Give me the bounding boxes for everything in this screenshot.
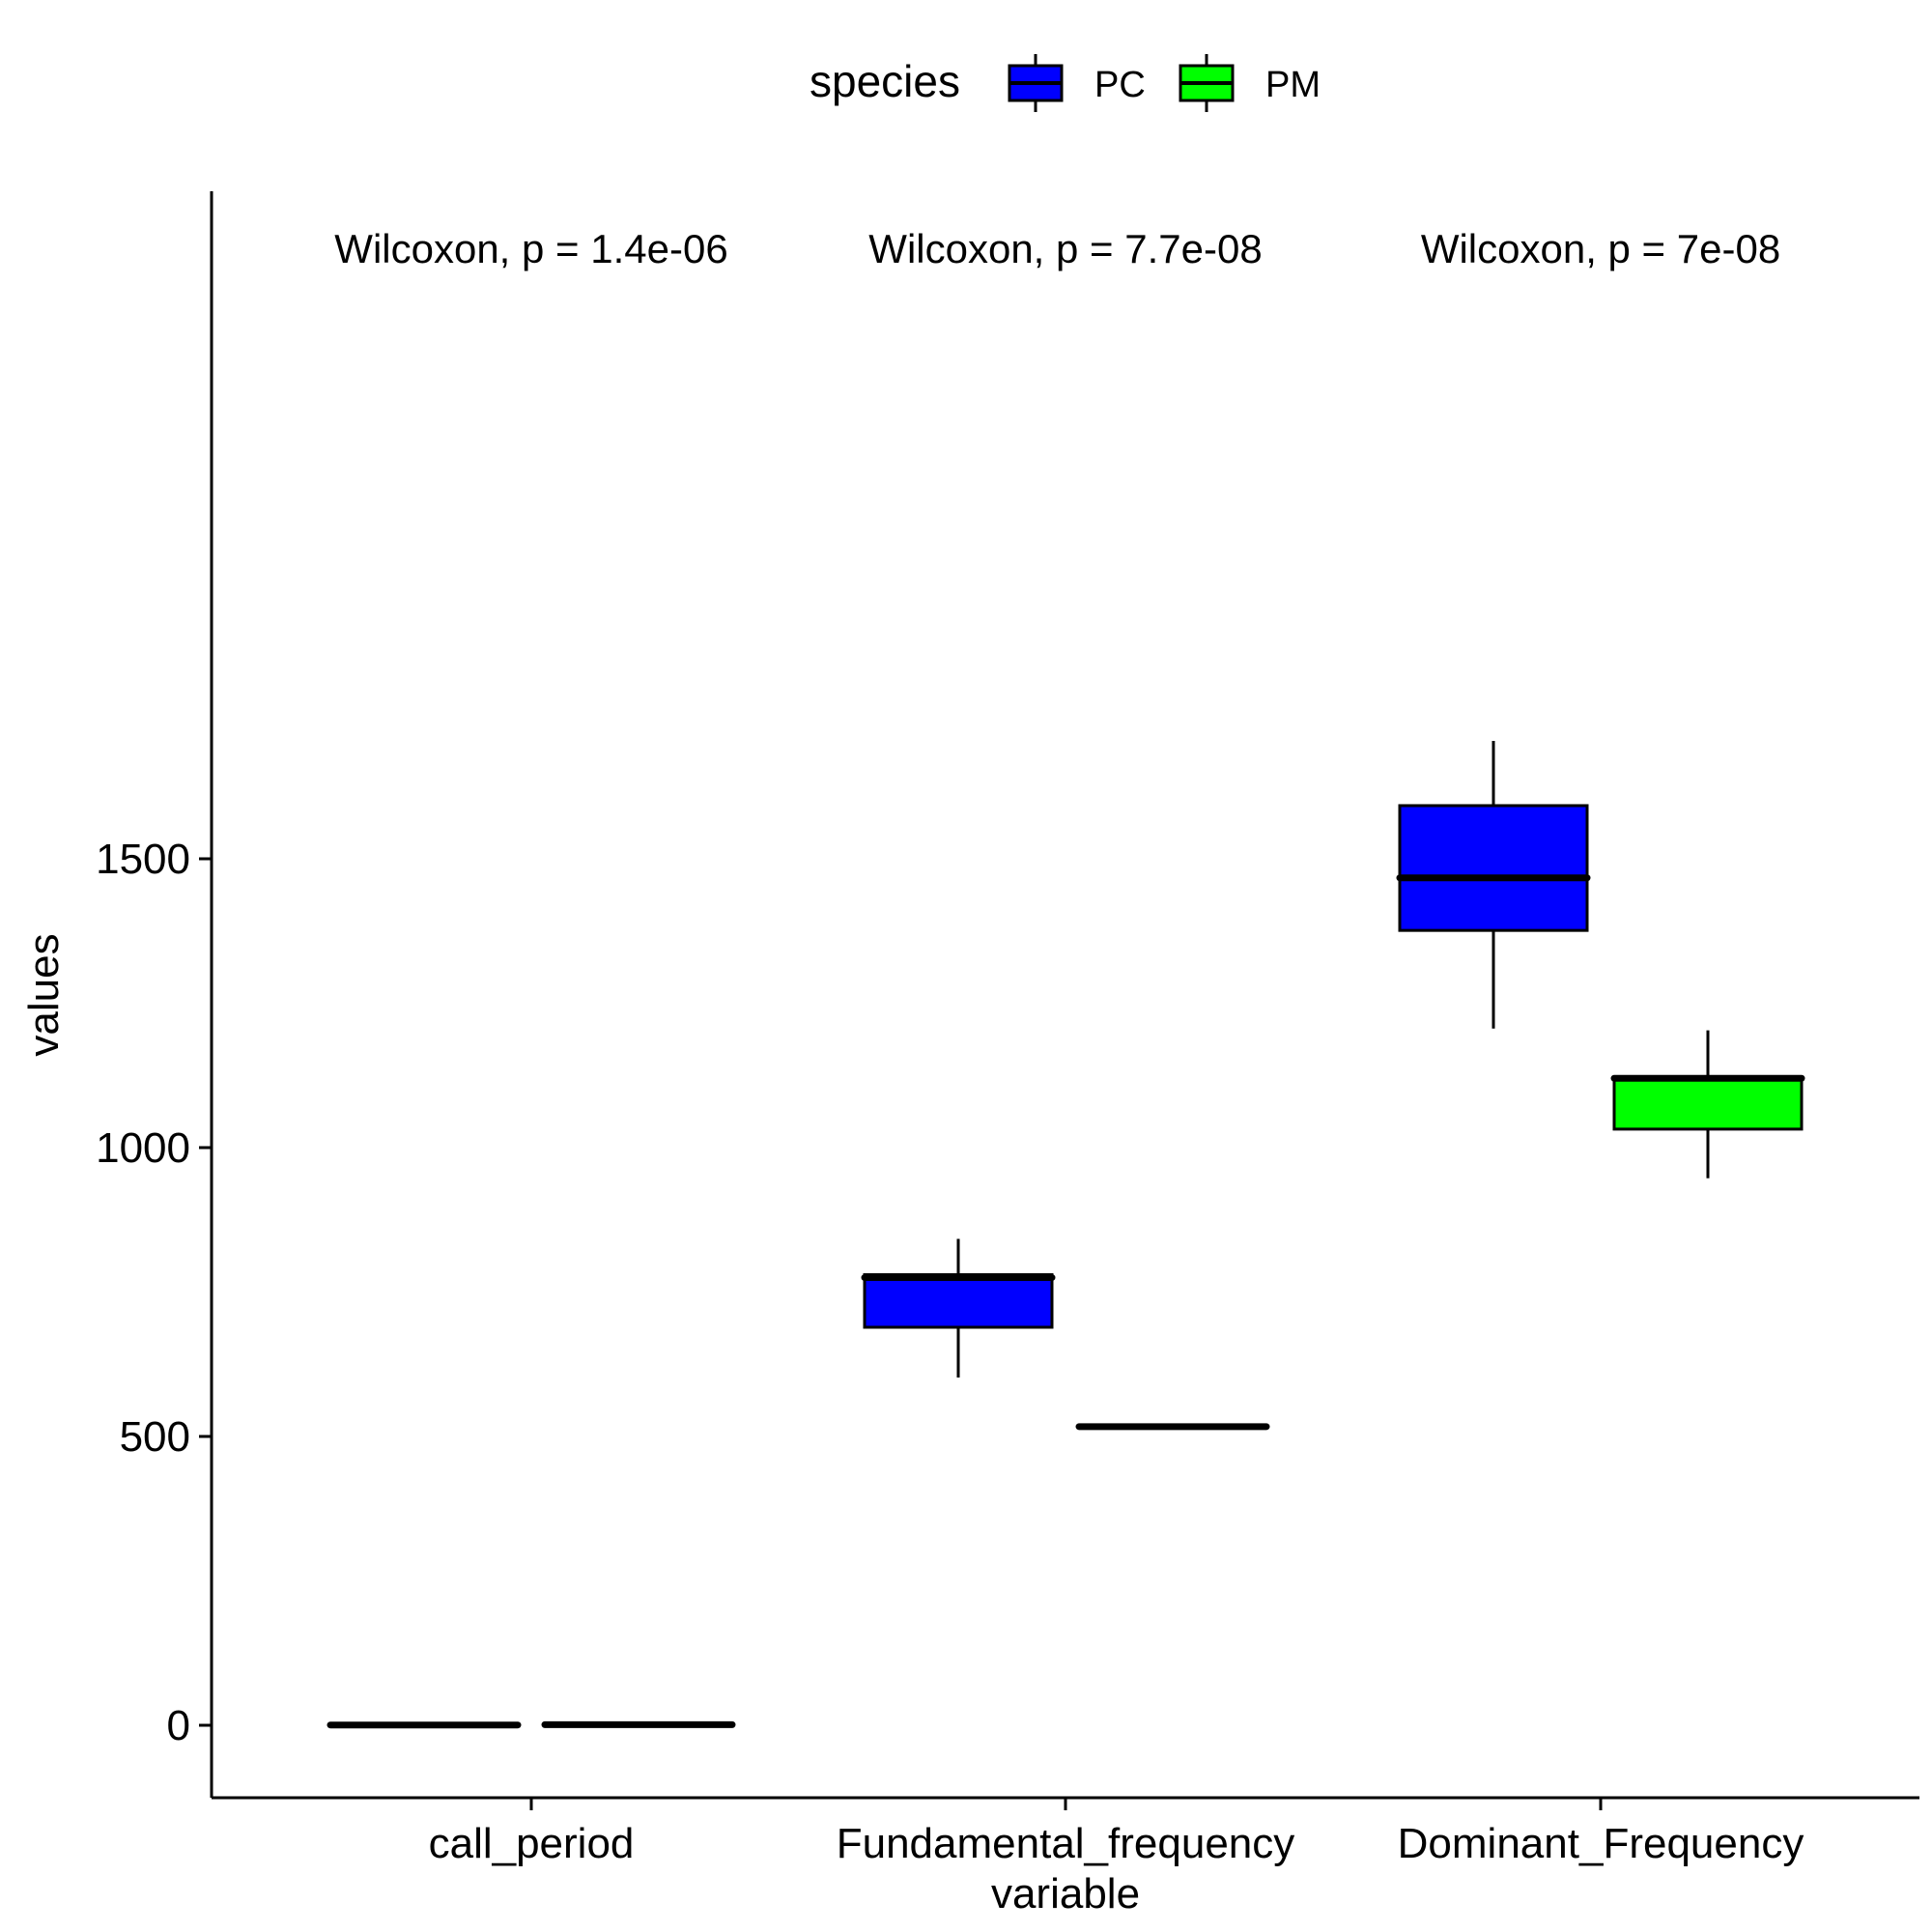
legend-title: species bbox=[810, 56, 960, 106]
y-tick-label: 1000 bbox=[96, 1124, 190, 1172]
y-axis-title: values bbox=[20, 933, 68, 1056]
box-body bbox=[1398, 804, 1589, 932]
legend-label: PC bbox=[1094, 65, 1146, 105]
legend-item-PM: PM bbox=[1179, 54, 1321, 112]
y-axis-ticks: 0 500 1000 1500 bbox=[96, 836, 212, 1749]
x-axis-title: variable bbox=[991, 1870, 1140, 1918]
x-tick-label: call_period bbox=[429, 1820, 635, 1867]
box-PC-Fundamental_frequency bbox=[861, 1238, 1056, 1378]
x-tick-label: Dominant_Frequency bbox=[1398, 1820, 1804, 1867]
box-PM-Dominant_Frequency bbox=[1610, 1030, 1805, 1179]
legend-items: PC PM bbox=[1008, 54, 1321, 112]
box-PC-Dominant_Frequency bbox=[1396, 741, 1591, 1029]
box-body bbox=[1612, 1075, 1804, 1131]
y-tick-label: 500 bbox=[120, 1413, 190, 1461]
significance-annotations: Wilcoxon, p = 1.4e-06 Wilcoxon, p = 7.7e-… bbox=[334, 226, 1780, 271]
x-axis-ticks: call_period Fundamental_frequency Dominant… bbox=[429, 1798, 1804, 1867]
y-tick-label: 1500 bbox=[96, 836, 190, 883]
y-tick-label: 0 bbox=[167, 1702, 190, 1749]
p-value-annotation: Wilcoxon, p = 7e-08 bbox=[1421, 226, 1780, 271]
boxplot-series bbox=[327, 741, 1805, 1729]
x-tick-label: Fundamental_frequency bbox=[837, 1820, 1295, 1867]
legend-item-PC: PC bbox=[1008, 54, 1146, 112]
box-body bbox=[863, 1273, 1054, 1329]
p-value-annotation: Wilcoxon, p = 1.4e-06 bbox=[334, 226, 727, 271]
legend-label: PM bbox=[1265, 65, 1321, 105]
legend: species PC PM bbox=[810, 54, 1321, 112]
p-value-annotation: Wilcoxon, p = 7.7e-08 bbox=[868, 226, 1262, 271]
